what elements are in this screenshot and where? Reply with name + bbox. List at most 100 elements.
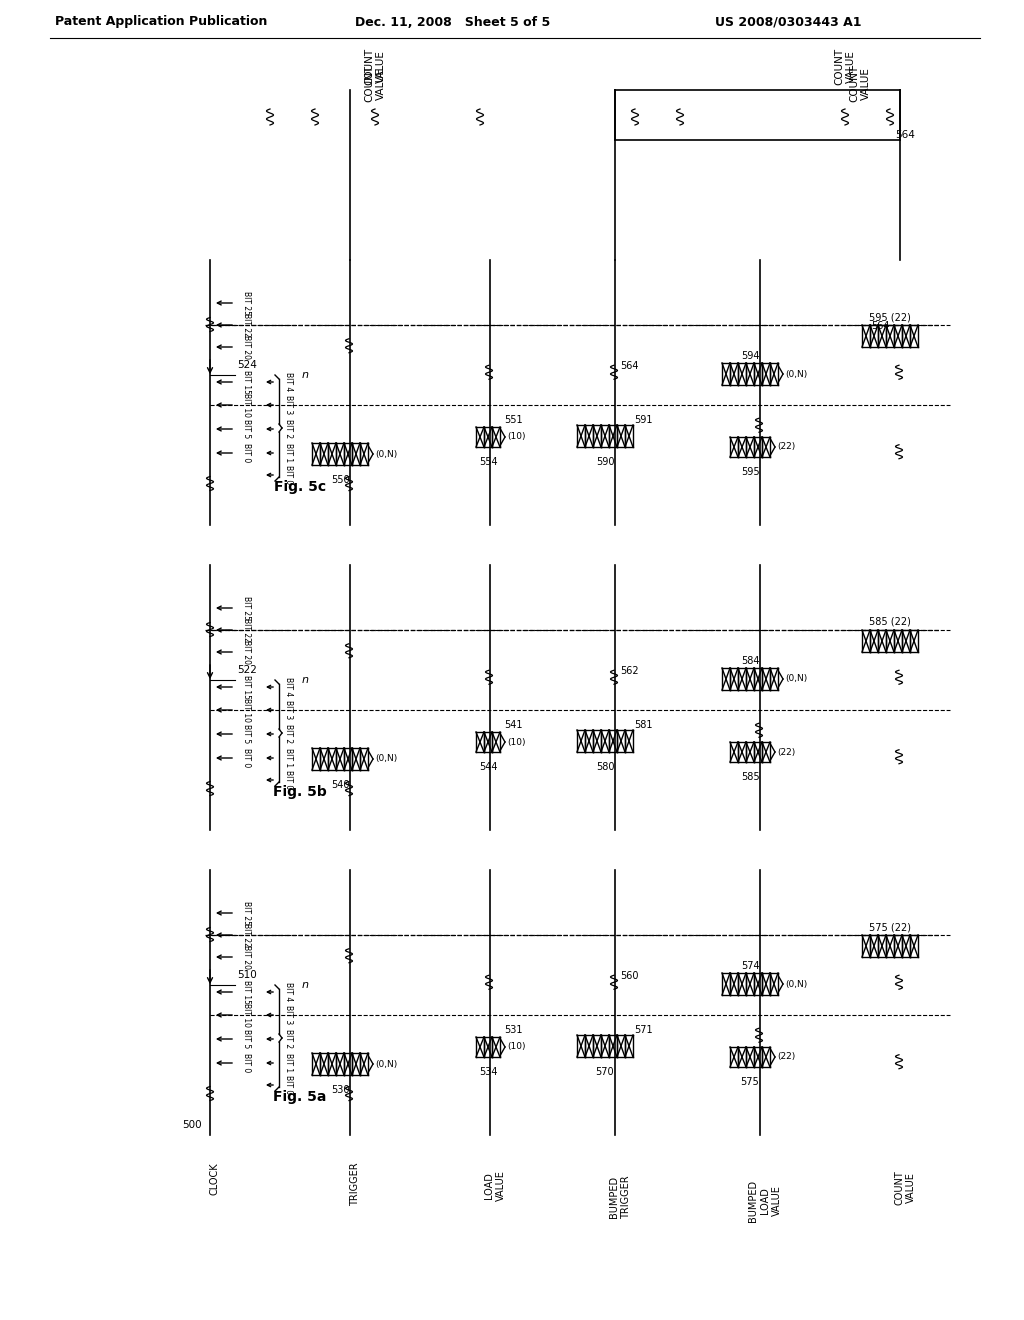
Text: 564: 564 <box>871 321 890 331</box>
Text: Patent Application Publication: Patent Application Publication <box>55 16 267 29</box>
Text: 534: 534 <box>479 1067 498 1077</box>
Text: US 2008/0303443 A1: US 2008/0303443 A1 <box>715 16 861 29</box>
Text: 522: 522 <box>237 665 257 675</box>
Text: 531: 531 <box>504 1026 522 1035</box>
Text: BIT 1: BIT 1 <box>284 1053 293 1073</box>
Text: 524: 524 <box>237 360 257 370</box>
Text: BIT 5: BIT 5 <box>243 1030 252 1048</box>
Text: BIT 25: BIT 25 <box>243 290 252 315</box>
Text: BIT 20: BIT 20 <box>243 640 252 664</box>
Text: 564: 564 <box>895 129 914 140</box>
Text: 510: 510 <box>237 970 257 979</box>
Text: BIT 10: BIT 10 <box>243 393 252 417</box>
Text: BIT 10: BIT 10 <box>243 698 252 722</box>
Text: (0,N): (0,N) <box>785 370 807 379</box>
Text: BIT 2: BIT 2 <box>284 725 293 743</box>
Text: BIT 0: BIT 0 <box>243 748 252 768</box>
Text: 581: 581 <box>634 719 652 730</box>
Text: BIT 4: BIT 4 <box>284 372 293 392</box>
Text: BIT 3: BIT 3 <box>284 1006 293 1024</box>
Text: 591: 591 <box>634 414 652 425</box>
Text: BIT 22: BIT 22 <box>243 313 252 337</box>
Text: 575: 575 <box>740 1077 760 1086</box>
Text: BIT 20: BIT 20 <box>243 335 252 359</box>
Text: BIT 0: BIT 0 <box>243 444 252 462</box>
Text: Fig. 5c: Fig. 5c <box>274 480 326 494</box>
Text: 554: 554 <box>478 457 498 467</box>
Text: BIT 0: BIT 0 <box>284 1076 293 1094</box>
Text: BIT 5: BIT 5 <box>243 420 252 438</box>
Text: COUNT
VALUE: COUNT VALUE <box>365 65 386 102</box>
Text: BIT 15: BIT 15 <box>243 370 252 393</box>
Text: 590: 590 <box>596 457 614 467</box>
Text: n: n <box>301 675 308 685</box>
Text: COUNT
VALUE: COUNT VALUE <box>365 48 386 84</box>
Text: Fig. 5b: Fig. 5b <box>273 785 327 799</box>
Text: 585: 585 <box>740 772 760 781</box>
Text: 580: 580 <box>596 762 614 772</box>
Text: (0,N): (0,N) <box>375 1060 397 1068</box>
Text: COUNT
VALUE: COUNT VALUE <box>849 65 870 102</box>
Text: n: n <box>301 370 308 380</box>
Text: BUMPED
TRIGGER: BUMPED TRIGGER <box>609 1175 631 1218</box>
Text: 550: 550 <box>331 475 349 484</box>
Text: BIT 22: BIT 22 <box>243 618 252 642</box>
Text: 562: 562 <box>620 667 639 676</box>
Text: BIT 20: BIT 20 <box>243 945 252 969</box>
Text: BIT 22: BIT 22 <box>243 923 252 946</box>
Text: BIT 25: BIT 25 <box>243 902 252 925</box>
Text: 551: 551 <box>504 414 522 425</box>
Text: 530: 530 <box>331 1085 349 1096</box>
Text: BIT 4: BIT 4 <box>284 677 293 697</box>
Text: 594: 594 <box>740 351 759 360</box>
Text: (22): (22) <box>777 442 796 451</box>
Text: 541: 541 <box>504 719 522 730</box>
Text: 585 (22): 585 (22) <box>869 616 911 627</box>
Text: BIT 3: BIT 3 <box>284 396 293 414</box>
Text: 564: 564 <box>620 360 639 371</box>
Text: (22): (22) <box>777 1052 796 1061</box>
Text: BIT 2: BIT 2 <box>284 420 293 438</box>
Text: BIT 4: BIT 4 <box>284 982 293 1002</box>
Text: BIT 0: BIT 0 <box>284 771 293 789</box>
Text: BUMPED
LOAD
VALUE: BUMPED LOAD VALUE <box>749 1180 781 1222</box>
Text: Dec. 11, 2008   Sheet 5 of 5: Dec. 11, 2008 Sheet 5 of 5 <box>355 16 550 29</box>
Text: BIT 1: BIT 1 <box>284 748 293 767</box>
Text: BIT 3: BIT 3 <box>284 701 293 719</box>
Text: (10): (10) <box>507 1043 525 1052</box>
Text: 500: 500 <box>182 1119 202 1130</box>
Text: (0,N): (0,N) <box>375 450 397 458</box>
Text: BIT 5: BIT 5 <box>243 725 252 743</box>
Text: 560: 560 <box>620 972 639 981</box>
Text: LOAD
VALUE: LOAD VALUE <box>484 1170 506 1201</box>
Text: COUNT
VALUE: COUNT VALUE <box>835 48 856 84</box>
Text: 571: 571 <box>634 1026 652 1035</box>
Text: BIT 15: BIT 15 <box>243 675 252 700</box>
Text: (0,N): (0,N) <box>375 755 397 763</box>
Text: 544: 544 <box>479 762 498 772</box>
Text: 575 (22): 575 (22) <box>869 921 911 932</box>
Text: CLOCK: CLOCK <box>210 1162 220 1195</box>
Text: BIT 1: BIT 1 <box>284 444 293 462</box>
Text: (0,N): (0,N) <box>785 979 807 989</box>
Text: 595 (22): 595 (22) <box>869 312 911 322</box>
Text: 584: 584 <box>740 656 759 667</box>
Text: BIT 0: BIT 0 <box>243 1053 252 1073</box>
Text: 595: 595 <box>740 467 760 477</box>
Text: 574: 574 <box>740 961 760 972</box>
Text: (0,N): (0,N) <box>785 675 807 684</box>
Text: TRIGGER: TRIGGER <box>350 1162 360 1205</box>
Text: COUNT
VALUE: COUNT VALUE <box>894 1170 915 1205</box>
Text: 540: 540 <box>331 780 349 789</box>
Text: Fig. 5a: Fig. 5a <box>273 1090 327 1104</box>
Text: (10): (10) <box>507 433 525 441</box>
Text: BIT 15: BIT 15 <box>243 979 252 1005</box>
Text: (22): (22) <box>777 747 796 756</box>
Text: 570: 570 <box>596 1067 614 1077</box>
Text: BIT 0: BIT 0 <box>284 466 293 484</box>
Text: (10): (10) <box>507 738 525 747</box>
Text: BIT 2: BIT 2 <box>284 1030 293 1048</box>
Text: n: n <box>301 979 308 990</box>
Text: BIT 10: BIT 10 <box>243 1003 252 1027</box>
Text: BIT 25: BIT 25 <box>243 597 252 620</box>
